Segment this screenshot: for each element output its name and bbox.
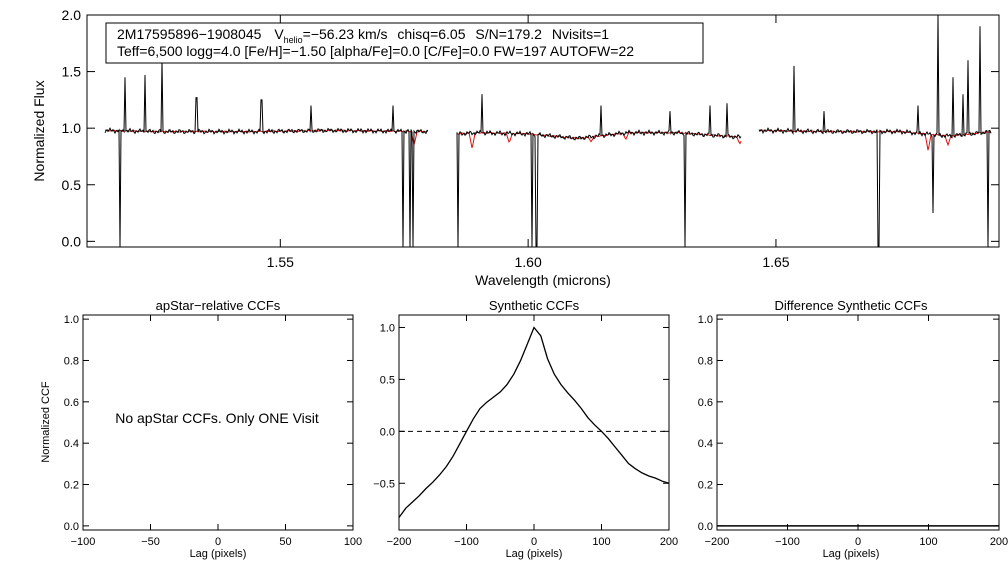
- apstar-ccf-x-tick-label: 50: [279, 536, 291, 548]
- spectrum-frame: [86, 14, 1000, 248]
- synthetic-ccf-x-tick-label: −200: [387, 536, 412, 548]
- apstar-ccf-y-tick-label: 0.8: [64, 355, 79, 367]
- difference-ccf-x-tick-label: −100: [775, 536, 800, 548]
- apstar-ccf-panel: apStar−relative CCFs −100 −50 0 50 100 0.0 0.2…: [40, 298, 362, 560]
- difference-ccf-y-tick-label: 0.2: [698, 480, 713, 492]
- difference-ccf-y-tick-label: 1.0: [698, 314, 713, 326]
- spectrum-y-tick-label: 0.0: [62, 233, 82, 249]
- apstar-ccf-y-tick-label: 0.6: [64, 397, 79, 409]
- info-line-1: 2M17595896−1908045 Vhelio=−56.23 km/s ch…: [117, 26, 609, 45]
- apstar-ccf-x-axis-label: Lag (pixels): [190, 548, 247, 560]
- synthetic-ccf-y-tick-label: 1.0: [380, 322, 395, 334]
- synthetic-ccf-ticks: −200 −100 0 100 200 −0.5 0.0 0.5 1.0: [373, 315, 678, 548]
- spectrum-x-tick-label: 1.65: [762, 254, 789, 270]
- apstar-ccf-x-tick-label: −50: [141, 536, 160, 548]
- difference-ccf-x-tick-label: −200: [705, 536, 730, 548]
- difference-ccf-x-tick-label: 200: [990, 536, 1008, 548]
- sn-value: S/N=179.2: [475, 26, 542, 42]
- synthetic-ccf-x-tick-label: 0: [531, 536, 537, 548]
- spectrum-x-tick-label: 1.60: [515, 254, 542, 270]
- synthetic-ccf-panel: Synthetic CCFs −200 −100 0 100 200 −0.5 0.0 0.5…: [373, 298, 678, 560]
- spectrum-y-tick-label: 2.0: [62, 7, 82, 23]
- spectrum-x-tick-label: 1.55: [267, 254, 294, 270]
- synthetic-ccf-title: Synthetic CCFs: [489, 298, 580, 313]
- synthetic-ccf-line: [398, 326, 670, 518]
- apstar-ccf-ticks: −100 −50 0 50 100 0.0 0.2 0.4 0.6 0.8 1.0: [64, 314, 362, 548]
- info-line-2: Teff=6,500 logg=4.0 [Fe/H]=−1.50 [alpha/…: [117, 43, 634, 59]
- synthetic-ccf-frame: [398, 314, 670, 531]
- synthetic-ccf-marks: [398, 326, 670, 518]
- difference-ccf-frame: [716, 314, 1000, 531]
- apstar-ccf-y-tick-label: 0.4: [64, 438, 79, 450]
- synthetic-ccf-x-axis-label: Lag (pixels): [506, 548, 563, 560]
- spectrum-x-ticks: 1.55 1.60 1.65: [267, 15, 790, 270]
- spectrum-marks: [104, 14, 992, 248]
- spectrum-x-axis-label: Wavelength (microns): [475, 272, 611, 288]
- difference-ccf-x-tick-label: 100: [919, 536, 937, 548]
- apstar-ccf-y-axis-label: Normalized CCF: [40, 381, 52, 463]
- v-helio-symbol: V: [274, 26, 284, 42]
- synthetic-ccf-x-tick-label: −100: [454, 536, 479, 548]
- difference-ccf-panel: Difference Synthetic CCFs −200 −100 0 100 20…: [698, 298, 1008, 560]
- apstar-ccf-x-tick-label: −100: [71, 536, 96, 548]
- apstar-ccf-title: apStar−relative CCFs: [156, 298, 281, 313]
- chisq-value: chisq=6.05: [397, 26, 465, 42]
- nvisits-value: Nvisits=1: [552, 26, 609, 42]
- synthetic-ccf-x-tick-label: 200: [660, 536, 678, 548]
- difference-ccf-ticks: −200 −100 0 100 200 0.0 0.2 0.4 0.6 0.8 1.0: [698, 314, 1008, 548]
- observed-spectrum-segment-2: [456, 94, 742, 248]
- observed-spectrum-segment-3: [758, 14, 992, 248]
- spectrum-y-ticks: 0.0 0.5 1.0 1.5 2.0: [62, 7, 999, 249]
- apstar-ccf-x-tick-label: 0: [215, 536, 221, 548]
- v-helio-subscript: helio: [284, 35, 303, 45]
- model-spectrum-segment-2: [456, 131, 742, 149]
- spectrum-panel: 0.0 0.5 1.0 1.5 2.0 1.55 1.60 1.65 Wavelength …: [31, 7, 1000, 288]
- synthetic-ccf-y-tick-label: 0.0: [380, 426, 395, 438]
- spectrum-y-tick-label: 1.0: [62, 120, 82, 136]
- difference-ccf-title: Difference Synthetic CCFs: [775, 298, 928, 313]
- spectrum-y-axis-label: Normalized Flux: [31, 80, 47, 181]
- apstar-ccf-y-tick-label: 0.0: [64, 521, 79, 533]
- difference-ccf-y-tick-label: 0.4: [698, 438, 713, 450]
- apstar-ccf-y-tick-label: 0.2: [64, 480, 79, 492]
- star-id: 2M17595896−1908045: [117, 26, 262, 42]
- difference-ccf-x-axis-label: Lag (pixels): [823, 548, 880, 560]
- spectrum-y-tick-label: 0.5: [62, 177, 82, 193]
- apstar-ccf-x-tick-label: 100: [344, 536, 362, 548]
- difference-ccf-x-tick-label: 0: [855, 536, 861, 548]
- synthetic-ccf-x-tick-label: 100: [592, 536, 610, 548]
- synthetic-ccf-y-tick-label: 0.5: [380, 374, 395, 386]
- difference-ccf-y-tick-label: 0.6: [698, 397, 713, 409]
- difference-ccf-y-tick-label: 0.0: [698, 521, 713, 533]
- observed-spectrum-segment-1: [104, 60, 429, 248]
- info-box: [105, 22, 704, 64]
- synthetic-ccf-y-tick-label: −0.5: [373, 478, 395, 490]
- spectrum-y-tick-label: 1.5: [62, 64, 82, 80]
- apstar-ccf-y-tick-label: 1.0: [64, 314, 79, 326]
- no-ccf-message: No apStar CCFs. Only ONE Visit: [115, 410, 319, 426]
- difference-ccf-y-tick-label: 0.8: [698, 355, 713, 367]
- v-helio-value: =−56.23 km/s: [303, 26, 388, 42]
